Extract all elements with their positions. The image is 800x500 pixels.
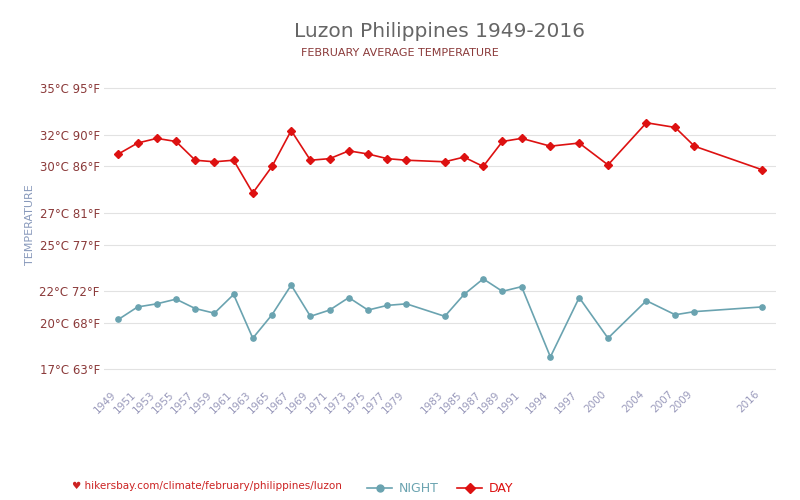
Y-axis label: TEMPERATURE: TEMPERATURE — [26, 184, 35, 266]
Title: Luzon Philippines 1949-2016: Luzon Philippines 1949-2016 — [294, 22, 586, 41]
Text: FEBRUARY AVERAGE TEMPERATURE: FEBRUARY AVERAGE TEMPERATURE — [301, 48, 499, 58]
Legend: NIGHT, DAY: NIGHT, DAY — [362, 478, 518, 500]
Text: ♥ hikersbay.com/climate/february/philippines/luzon: ♥ hikersbay.com/climate/february/philipp… — [72, 481, 342, 491]
